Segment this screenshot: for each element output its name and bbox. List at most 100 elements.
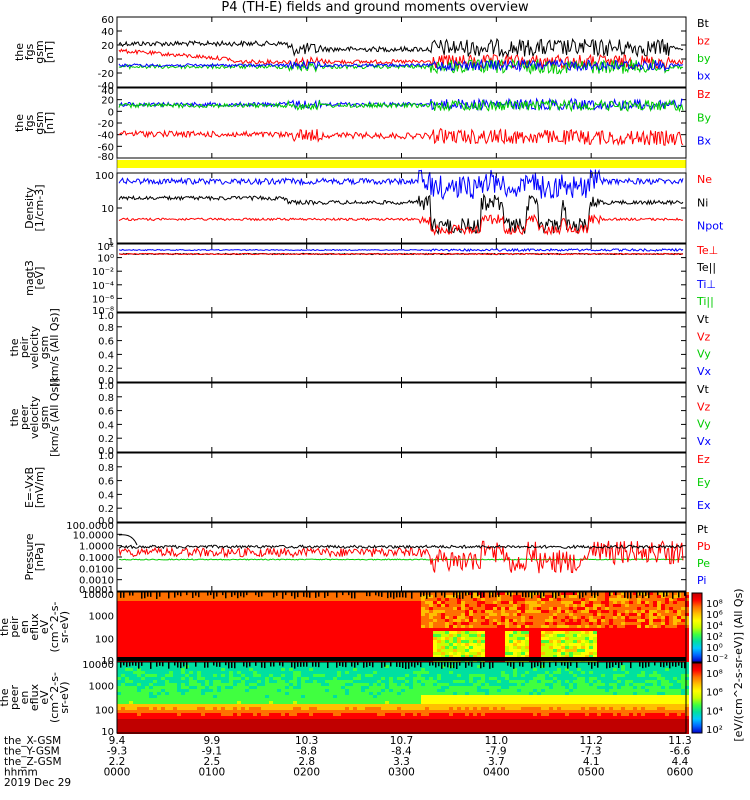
spec-cell (129, 607, 133, 610)
spec-cell (633, 619, 637, 622)
spec-cell (201, 719, 205, 722)
spec-cell (589, 625, 593, 628)
y-axis-label: eV (38, 619, 51, 634)
spec-cell (201, 671, 205, 674)
spec-cell (137, 719, 141, 722)
spec-cell (281, 704, 285, 707)
spec-cell (245, 671, 249, 674)
spec-cell (365, 634, 369, 637)
spec-cell (189, 698, 193, 701)
spec-cell (181, 710, 185, 713)
spec-cell (193, 652, 197, 655)
spec-cell (257, 622, 261, 625)
spec-cell (413, 622, 417, 625)
spec-cell (249, 719, 253, 722)
spec-cell (153, 713, 157, 716)
spec-cell (493, 613, 497, 616)
spec-cell (525, 655, 529, 658)
spec-cell (565, 598, 569, 601)
spec-cell (589, 616, 593, 619)
spec-cell (289, 607, 293, 610)
spec-cell (553, 604, 557, 607)
spec-cell (485, 607, 489, 610)
spec-cell (249, 707, 253, 710)
spec-cell (637, 628, 641, 631)
spec-cell (161, 665, 165, 668)
spec-cell (601, 643, 605, 646)
spec-cell (137, 631, 141, 634)
spec-cell (633, 625, 637, 628)
spec-cell (229, 680, 233, 683)
spec-cell (649, 646, 653, 649)
spec-cell (173, 683, 177, 686)
spec-cell (361, 634, 365, 637)
spec-cell (585, 601, 589, 604)
spec-cell (513, 631, 517, 634)
spec-cell (161, 631, 165, 634)
spec-cell (569, 634, 573, 637)
spec-cell (369, 646, 373, 649)
spec-cell (205, 619, 209, 622)
spec-cell (381, 637, 385, 640)
spec-cell (153, 652, 157, 655)
spec-cell (121, 655, 125, 658)
spec-cell (337, 613, 341, 616)
spec-cell (417, 610, 421, 613)
spec-cell (621, 637, 625, 640)
spec-cell (613, 601, 617, 604)
spec-cell (489, 634, 493, 637)
spec-cell (193, 692, 197, 695)
spec-cell (121, 710, 125, 713)
spec-cell (637, 631, 641, 634)
spec-cell (129, 665, 133, 668)
spec-cell (197, 725, 201, 728)
spec-cell (297, 619, 301, 622)
spec-cell (361, 619, 365, 622)
spec-cell (281, 628, 285, 631)
spec-cell (337, 601, 341, 604)
spec-cell (233, 601, 237, 604)
spec-cell (193, 668, 197, 671)
spec-cell (169, 668, 173, 671)
spec-cell (257, 683, 261, 686)
spec-cell (501, 643, 505, 646)
spec-cell (541, 607, 545, 610)
spec-cell (593, 610, 597, 613)
y-tick-label: 1000 (89, 611, 114, 622)
spec-cell (217, 628, 221, 631)
spec-cell (437, 595, 441, 598)
spec-cell (397, 601, 401, 604)
spec-cell (445, 628, 449, 631)
spec-cell (137, 680, 141, 683)
spec-cell (257, 634, 261, 637)
spec-cell (273, 710, 277, 713)
spec-cell (529, 598, 533, 601)
spec-cell (561, 613, 565, 616)
spec-cell (281, 631, 285, 634)
spec-cell (177, 695, 181, 698)
spec-cell (261, 704, 265, 707)
spec-noise (522, 592, 524, 597)
spec-cell (257, 631, 261, 634)
spec-cell (445, 631, 449, 634)
spec-cell (497, 637, 501, 640)
spec-cell (117, 628, 121, 631)
spec-cell (321, 634, 325, 637)
spec-cell (193, 701, 197, 704)
spec-cell (461, 619, 465, 622)
spec-cell (249, 649, 253, 652)
spec-cell (585, 640, 589, 643)
spec-cell (633, 649, 637, 652)
spec-cell (533, 604, 537, 607)
spec-cell (205, 683, 209, 686)
spec-cell (549, 631, 553, 634)
spec-cell (461, 634, 465, 637)
spec-cell (169, 707, 173, 710)
spec-cell (477, 619, 481, 622)
spec-cell (409, 619, 413, 622)
spec-cell (389, 649, 393, 652)
spec-cell (361, 607, 365, 610)
spec-cell (133, 701, 137, 704)
spec-cell (237, 607, 241, 610)
spec-cell (177, 628, 181, 631)
